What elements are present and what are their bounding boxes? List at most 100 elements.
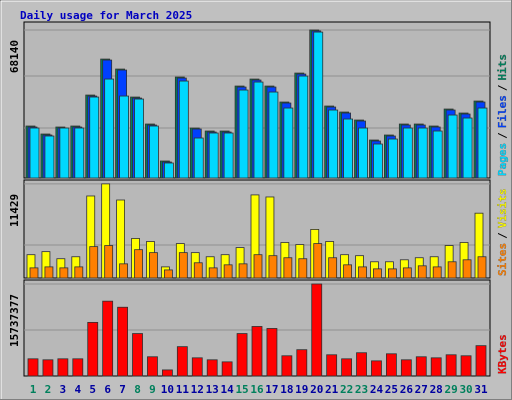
- x-tick-label: 8: [134, 383, 141, 396]
- x-tick-label: 4: [74, 383, 81, 396]
- x-tick-label: 9: [149, 383, 156, 396]
- x-tick-label: 25: [385, 383, 398, 396]
- bar: [74, 266, 84, 279]
- bar: [328, 109, 339, 179]
- bar: [87, 321, 99, 377]
- x-tick-label: 29: [445, 383, 458, 396]
- y-tick-label: 11429: [8, 194, 21, 227]
- x-tick-label: 21: [325, 383, 339, 396]
- legend-separator: /: [496, 84, 509, 91]
- bar: [298, 258, 308, 279]
- bar: [326, 354, 338, 377]
- x-tick-label: 7: [119, 383, 126, 396]
- bar: [134, 98, 144, 179]
- bar: [447, 114, 458, 179]
- bar: [462, 259, 472, 279]
- bar: [477, 256, 487, 279]
- x-tick-label: 27: [415, 383, 428, 396]
- bar: [445, 354, 457, 377]
- x-tick-label: 3: [60, 383, 67, 396]
- bar: [417, 127, 428, 179]
- bar: [238, 89, 249, 179]
- bar: [402, 127, 413, 179]
- x-tick-label: 26: [400, 383, 414, 396]
- bar: [341, 358, 353, 377]
- x-tick-label: 11: [176, 383, 190, 396]
- bar: [238, 263, 248, 279]
- bar: [27, 358, 39, 377]
- bar: [402, 267, 412, 279]
- bar: [104, 78, 115, 179]
- bar: [223, 264, 233, 279]
- bar: [208, 132, 219, 179]
- bar: [74, 127, 85, 179]
- x-tick-label: 6: [104, 383, 111, 396]
- bar: [191, 357, 203, 377]
- bar: [29, 267, 39, 279]
- bar: [387, 268, 397, 279]
- bar: [223, 132, 234, 179]
- bar: [268, 255, 278, 279]
- x-tick-label: 22: [340, 383, 353, 396]
- bar: [236, 333, 248, 377]
- bar: [44, 135, 55, 179]
- bar: [313, 243, 323, 279]
- x-tick-label: 30: [459, 383, 472, 396]
- bar: [149, 125, 159, 179]
- x-tick-label: 23: [355, 383, 368, 396]
- bar: [432, 130, 443, 179]
- bar: [432, 266, 442, 279]
- bar: [430, 357, 442, 377]
- x-tick-label: 10: [161, 383, 174, 396]
- bar: [119, 95, 129, 179]
- bar: [208, 267, 218, 279]
- bar: [149, 252, 158, 279]
- legend: Sites / Visits: [496, 189, 509, 277]
- x-tick-label: 1: [30, 383, 37, 396]
- bar: [132, 333, 143, 377]
- x-tick-label: 2: [45, 383, 52, 396]
- bar: [373, 143, 383, 179]
- bar: [42, 359, 54, 377]
- x-tick-label: 12: [191, 383, 204, 396]
- bar: [328, 257, 338, 279]
- bar: [221, 361, 233, 377]
- bar: [283, 257, 293, 279]
- bar: [268, 91, 279, 179]
- bar: [313, 31, 324, 179]
- bar: [358, 127, 368, 179]
- bar: [176, 346, 188, 377]
- bar: [119, 263, 128, 279]
- bar: [311, 283, 323, 377]
- bar: [163, 269, 173, 279]
- x-tick-label: 16: [250, 383, 264, 396]
- bar: [356, 352, 367, 377]
- x-tick-label: 14: [221, 383, 235, 396]
- legend: KBytes: [496, 334, 509, 374]
- bar: [59, 267, 69, 279]
- bar: [102, 300, 114, 377]
- bar: [134, 249, 143, 279]
- bar: [460, 355, 472, 377]
- bar: [400, 359, 412, 377]
- bar: [59, 127, 70, 179]
- bar: [373, 268, 382, 279]
- legend-separator: /: [496, 232, 509, 239]
- bar: [163, 162, 174, 179]
- bar: [178, 80, 189, 179]
- bar: [117, 306, 128, 377]
- x-tick-label: 17: [265, 383, 278, 396]
- y-tick-label: 15737377: [8, 294, 21, 347]
- bar: [193, 262, 203, 279]
- x-tick-label: 13: [206, 383, 219, 396]
- bar: [298, 75, 309, 179]
- bar: [57, 358, 69, 377]
- bar: [89, 96, 100, 179]
- bar: [343, 264, 353, 279]
- bar: [281, 355, 293, 377]
- bar: [253, 254, 263, 279]
- bar: [477, 107, 488, 179]
- x-tick-label: 18: [280, 383, 293, 396]
- legend-entry: KBytes: [496, 334, 509, 374]
